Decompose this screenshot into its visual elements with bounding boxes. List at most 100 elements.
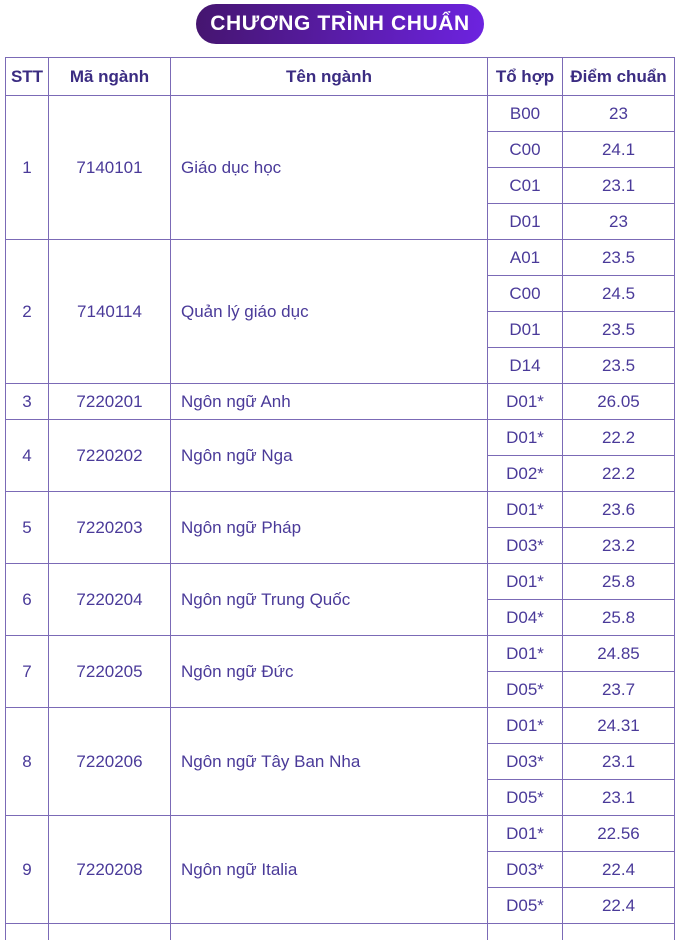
major-name-cell: Ngôn ngữ Nga [170,419,488,492]
admission-scores-table: STT Mã ngành Tên ngành Tổ hợp Điểm chuẩn 1 71… [5,57,675,940]
score-cell: 23.1 [562,743,675,780]
combo-cell: D01* [487,815,563,852]
score-cell: 23.5 [562,347,675,384]
major-code-cell: 7220201 [48,383,171,420]
combo-cell: B00 [487,95,563,132]
header-major-name: Tên ngành [170,57,488,96]
table-row: D04* 25.8 [6,599,675,636]
stt-cell: 3 [5,383,49,420]
major-name-cell: Ngôn ngữ Anh [170,383,488,420]
header-stt: STT [5,57,49,96]
score-cell: 22.2 [562,455,675,492]
stt-cell: 2 [5,239,49,384]
table-row: D14 23.5 [6,347,675,384]
major-name-cell: Ngôn ngữ Pháp [170,491,488,564]
combo-cell: D01 [487,203,563,240]
major-name-cell: Ngôn ngữ Đức [170,635,488,708]
combo-cell: C00 [487,131,563,168]
table-header-row: STT Mã ngành Tên ngành Tổ hợp Điểm chuẩn [5,57,675,96]
score-cell: 26.05 [562,383,675,420]
score-cell: 25.8 [562,563,675,600]
table-row: D03* 22.4 [6,851,675,888]
table-row: 8 7220206 Ngôn ngữ Tây Ban Nha D01* 24.31 [5,707,675,816]
score-cell: 24.85 [562,635,675,672]
combo-cell: D04* [487,599,563,636]
table-row: D05* 23.1 [6,779,675,816]
empty-cell [48,923,171,940]
table-row: 9 7220208 Ngôn ngữ Italia D01* 22.56 [5,815,675,924]
table-row: 7 7220205 Ngôn ngữ Đức D01* 24.85 [5,635,675,708]
combo-cell: D05* [487,779,563,816]
stt-cell: 5 [5,491,49,564]
combo-cell: D05* [487,887,563,924]
stt-cell: 7 [5,635,49,708]
table-row: D02* 22.2 [6,455,675,492]
table-row: C00 24.1 [6,131,675,168]
header-major-code: Mã ngành [48,57,171,96]
combo-cell: D01* [487,419,563,456]
score-cell: 23.1 [562,167,675,204]
major-name-cell: Ngôn ngữ Trung Quốc [170,563,488,636]
major-name-cell: Ngôn ngữ Tây Ban Nha [170,707,488,816]
combo-cell: D03* [487,851,563,888]
major-code-cell: 7220206 [48,707,171,816]
empty-cell [487,923,563,940]
stt-cell: 9 [5,815,49,924]
table-row: C00 24.5 [6,275,675,312]
major-name-cell: Quản lý giáo dục [170,239,488,384]
score-cell: 23.5 [562,311,675,348]
empty-cell [170,923,488,940]
score-cell: 22.4 [562,851,675,888]
stt-cell: 6 [5,563,49,636]
score-cell: 25.8 [562,599,675,636]
header-score: Điểm chuẩn [562,57,675,96]
score-cell: 23.2 [562,527,675,564]
program-badge: CHƯƠNG TRÌNH CHUẨN [196,4,484,44]
combo-cell: C01 [487,167,563,204]
stt-cell: 8 [5,707,49,816]
score-cell: 22.4 [562,887,675,924]
empty-cell [5,923,49,940]
score-cell: 22.56 [562,815,675,852]
score-cell: 23.6 [562,491,675,528]
table-row: D01 23 [6,203,675,240]
header-combo: Tổ hợp [487,57,563,96]
score-cell: 24.31 [562,707,675,744]
combo-cell: D03* [487,527,563,564]
stt-cell: 4 [5,419,49,492]
major-code-cell: 7220204 [48,563,171,636]
combo-cell: D01* [487,491,563,528]
major-code-cell: 7220202 [48,419,171,492]
combo-cell: D01* [487,563,563,600]
combo-cell: D03* [487,743,563,780]
table-row: 5 7220203 Ngôn ngữ Pháp D01* 23.6 [5,491,675,564]
table-row: D01 23.5 [6,311,675,348]
major-code-cell: 7220203 [48,491,171,564]
table-row: D05* 23.7 [6,671,675,708]
table-row: 3 7220201 Ngôn ngữ Anh D01* 26.05 [5,383,675,420]
score-cell: 23 [562,203,675,240]
table-row: D03* 23.1 [6,743,675,780]
stt-cell: 1 [5,95,49,240]
table-row: 2 7140114 Quản lý giáo dục A01 23.5 [5,239,675,384]
combo-cell: D01* [487,383,563,420]
major-name-cell: Giáo dục học [170,95,488,240]
combo-cell: D01* [487,635,563,672]
major-code-cell: 7220208 [48,815,171,924]
combo-cell: C00 [487,275,563,312]
combo-cell: D14 [487,347,563,384]
score-cell: 23.1 [562,779,675,816]
table-row: D05* 22.4 [6,887,675,924]
combo-cell: D01 [487,311,563,348]
major-code-cell: 7220205 [48,635,171,708]
score-cell: 24.5 [562,275,675,312]
score-cell: 23.5 [562,239,675,276]
program-badge-label: CHƯƠNG TRÌNH CHUẨN [210,12,470,35]
score-cell: 24.1 [562,131,675,168]
table-row: 6 7220204 Ngôn ngữ Trung Quốc D01* 25.8 [5,563,675,636]
table-row: 4 7220202 Ngôn ngữ Nga D01* 22.2 [5,419,675,492]
combo-cell: D01* [487,707,563,744]
score-cell: 23.7 [562,671,675,708]
combo-cell: A01 [487,239,563,276]
